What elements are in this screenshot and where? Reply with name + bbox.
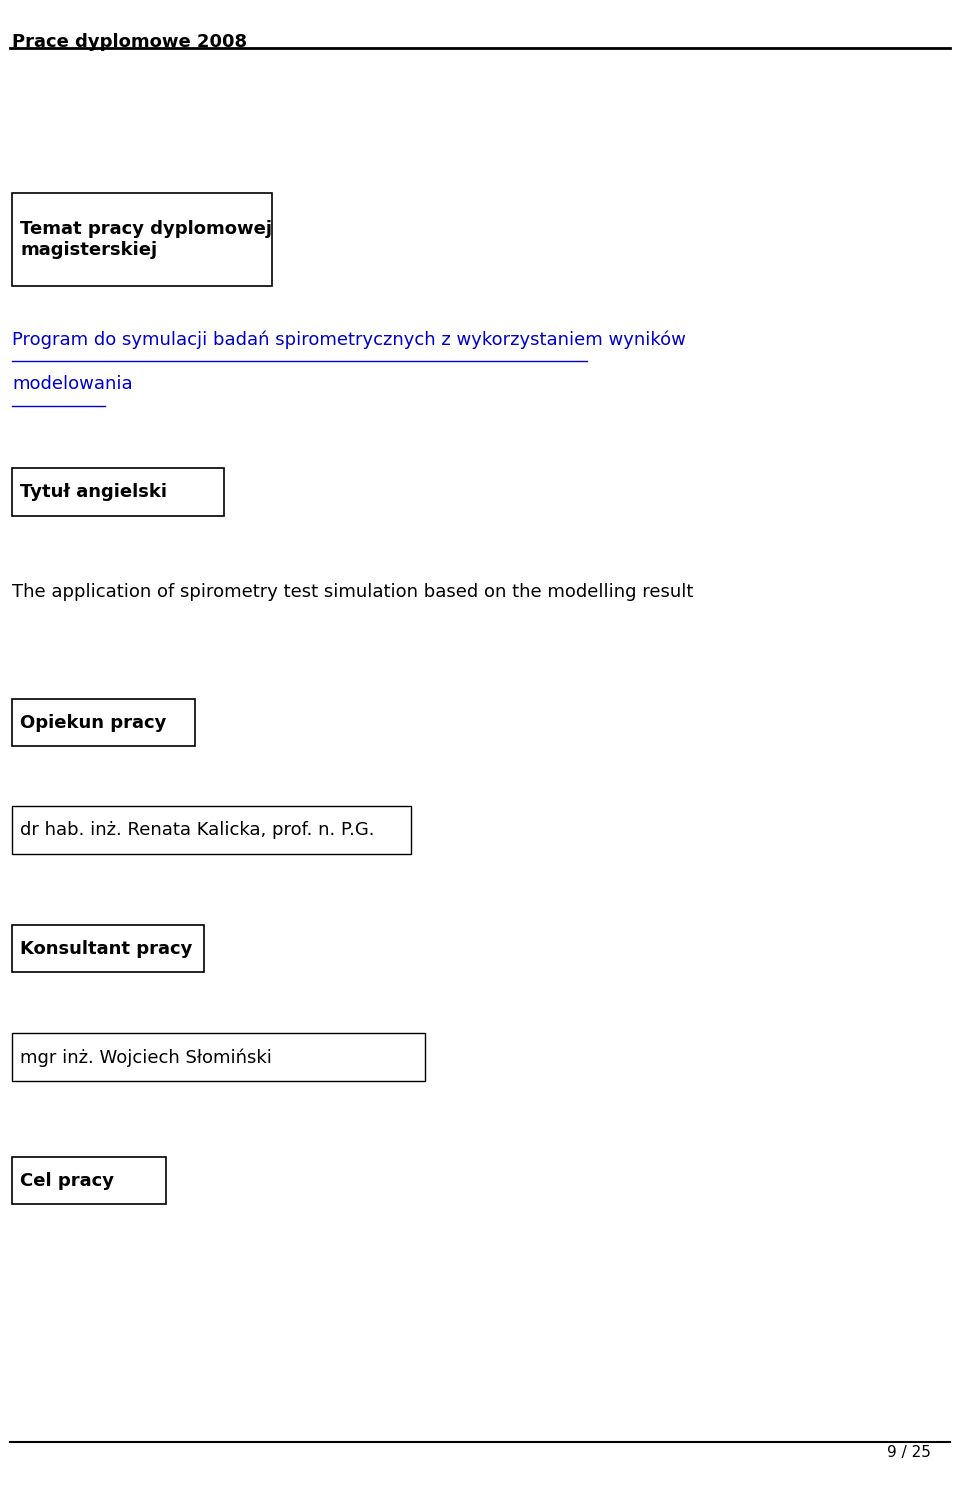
Text: The application of spirometry test simulation based on the modelling result: The application of spirometry test simul… (12, 583, 694, 601)
Text: 9 / 25: 9 / 25 (887, 1445, 931, 1460)
Text: Temat pracy dyplomowej
magisterskiej: Temat pracy dyplomowej magisterskiej (20, 220, 273, 259)
FancyBboxPatch shape (12, 806, 411, 854)
Text: Cel pracy: Cel pracy (20, 1172, 114, 1190)
FancyBboxPatch shape (12, 699, 195, 746)
Text: Program do symulacji badań spirometrycznych z wykorzystaniem wyników: Program do symulacji badań spirometryczn… (12, 330, 686, 348)
FancyBboxPatch shape (12, 193, 272, 286)
Text: Tytuł angielski: Tytuł angielski (20, 483, 167, 501)
Text: mgr inż. Wojciech Słomiński: mgr inż. Wojciech Słomiński (20, 1048, 272, 1066)
Text: Prace dyplomowe 2008: Prace dyplomowe 2008 (12, 33, 248, 51)
Text: modelowania: modelowania (12, 375, 133, 393)
FancyBboxPatch shape (12, 1033, 425, 1081)
FancyBboxPatch shape (12, 925, 204, 972)
Text: dr hab. inż. Renata Kalicka, prof. n. P.G.: dr hab. inż. Renata Kalicka, prof. n. P.… (20, 821, 374, 839)
Text: Opiekun pracy: Opiekun pracy (20, 714, 166, 732)
Text: Konsultant pracy: Konsultant pracy (20, 940, 193, 958)
FancyBboxPatch shape (12, 1157, 166, 1204)
FancyBboxPatch shape (12, 468, 224, 516)
